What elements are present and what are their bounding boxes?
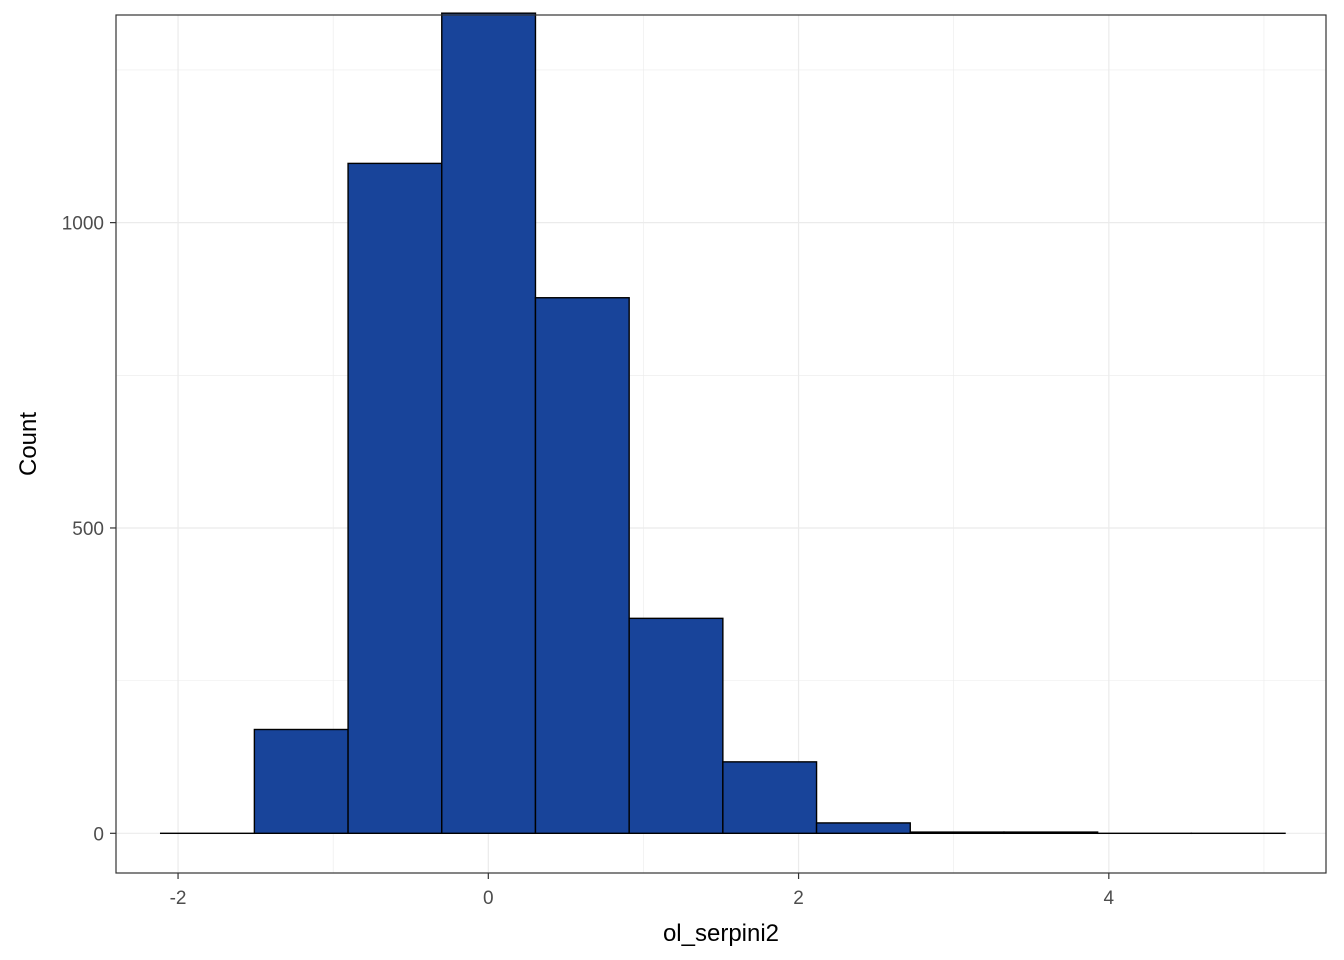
tick-layer: -2 0 2 4 0 500 1000 <box>62 214 1115 909</box>
x-axis-title: ol_serpini2 <box>663 920 779 947</box>
histogram-bar <box>253 728 349 835</box>
histogram-bar <box>534 297 630 835</box>
y-tick-label: 0 <box>93 824 104 845</box>
histogram-bar <box>909 831 1005 835</box>
y-tick-label: 1000 <box>62 214 104 235</box>
panel-border <box>115 14 1327 874</box>
histogram-bar <box>815 822 911 835</box>
x-tick-label: -2 <box>170 888 187 909</box>
histogram-bar <box>628 617 724 835</box>
histogram-bar <box>441 12 537 835</box>
x-tick-label: 2 <box>793 888 804 909</box>
histogram-bar <box>347 162 443 835</box>
x-tick-label: 0 <box>483 888 494 909</box>
y-tick-label: 500 <box>72 519 104 540</box>
x-tick-label: 4 <box>1104 888 1115 909</box>
y-axis-title: Count <box>15 412 42 476</box>
bar-layer <box>159 12 1286 835</box>
histogram-bar <box>1003 831 1099 835</box>
histogram-bar <box>722 761 818 835</box>
